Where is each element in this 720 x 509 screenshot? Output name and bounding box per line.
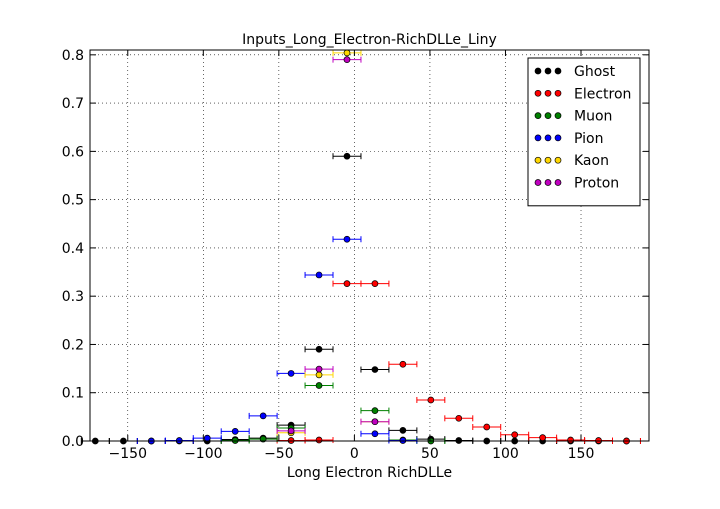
data-point (343, 280, 351, 287)
y-tick-label: 0.1 (62, 386, 84, 402)
data-point (455, 414, 463, 422)
y-tick-label: 0.6 (62, 144, 84, 160)
legend-marker (554, 179, 562, 186)
legend-marker (554, 67, 562, 75)
series-proton (276, 56, 390, 435)
data-point (343, 56, 351, 64)
data-point (259, 412, 267, 420)
legend-label: Electron (574, 86, 631, 102)
legend: Ghost Electron Muon Pion Kaon Proton (527, 57, 641, 207)
y-tick-label: 0.0 (62, 434, 84, 450)
x-tick-label: 150 (568, 446, 595, 462)
legend-marker (534, 134, 542, 142)
data-point (343, 49, 351, 57)
data-point (371, 407, 379, 414)
x-tick-label: 50 (421, 446, 439, 462)
legend-marker (534, 179, 542, 186)
chart-title: Inputs_Long_Electron-RichDLLe_Liny (242, 32, 497, 48)
y-tick-label: 0.8 (62, 48, 84, 64)
legend-marker (554, 89, 562, 97)
legend-marker (544, 156, 552, 164)
x-tick-label: −50 (264, 446, 294, 462)
y-tick-label: 0.7 (62, 96, 84, 112)
legend-label: Ghost (574, 64, 616, 80)
data-point (343, 152, 351, 160)
axis-ticks: −150 −100 −50 0 50 100 150 0.0 0.1 0.2 0.3 0.4 0.5 0.… (62, 48, 649, 462)
legend-marker (554, 156, 562, 164)
y-tick-label: 0.5 (62, 193, 84, 209)
data-point (539, 434, 546, 441)
legend-marker (544, 89, 552, 97)
legend-label: Kaon (574, 153, 609, 169)
data-point (427, 396, 435, 404)
data-point (315, 345, 323, 353)
legend-marker (534, 89, 542, 97)
y-tick-label: 0.2 (62, 337, 84, 353)
legend-marker (544, 67, 552, 75)
data-point (203, 434, 211, 442)
data-point (315, 382, 323, 389)
data-point (287, 370, 295, 377)
legend-marker (534, 112, 542, 119)
data-point (483, 423, 491, 431)
legend-label: Muon (574, 109, 612, 125)
legend-marker (534, 156, 542, 164)
x-tick-label: 100 (492, 446, 519, 462)
data-point (371, 418, 379, 426)
data-point (343, 235, 351, 243)
x-tick-label: −100 (184, 446, 222, 462)
legend-marker (544, 179, 552, 186)
y-tick-label: 0.3 (62, 289, 84, 305)
legend-marker (544, 134, 552, 142)
y-tick-label: 0.4 (62, 241, 84, 257)
legend-marker (544, 112, 552, 119)
data-point (399, 360, 407, 368)
data-point (315, 436, 323, 444)
legend-label: Pion (574, 131, 603, 147)
x-tick-label: −150 (109, 446, 147, 462)
data-point (511, 431, 519, 439)
data-point (567, 436, 574, 444)
legend-label: Proton (574, 176, 619, 192)
data-point (315, 271, 323, 279)
data-point (315, 371, 323, 379)
data-point (287, 427, 295, 435)
legend-marker (534, 67, 542, 75)
data-point (371, 366, 379, 373)
data-point (315, 365, 323, 373)
legend-marker (554, 134, 562, 142)
x-tick-label: 0 (350, 446, 359, 462)
legend-marker (554, 112, 562, 119)
data-point (371, 280, 379, 287)
x-axis-label: Long Electron RichDLLe (287, 465, 452, 481)
plot-frame (89, 49, 650, 442)
data-point (371, 430, 379, 438)
data-point (231, 427, 239, 435)
data-point (399, 427, 407, 434)
